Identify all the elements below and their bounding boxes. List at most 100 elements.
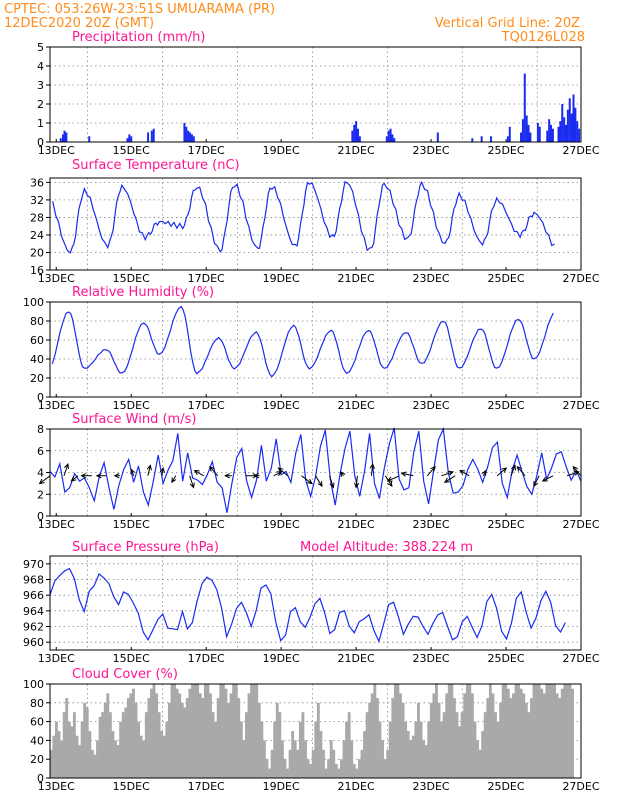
y-tick-label: 80 bbox=[30, 315, 44, 328]
y-tick-label: 80 bbox=[30, 697, 44, 710]
y-tick-label: 20 bbox=[30, 372, 44, 385]
wind-arrow bbox=[209, 465, 219, 477]
cloud-bar bbox=[514, 684, 518, 778]
precipitation-bar bbox=[353, 124, 356, 142]
cloud-bar bbox=[60, 740, 64, 778]
cloud-bar bbox=[414, 721, 418, 778]
x-tick-label: 21DEC bbox=[338, 780, 375, 793]
cloud-bar bbox=[334, 763, 338, 778]
cloud-bar bbox=[265, 759, 269, 778]
cloud-bar bbox=[191, 684, 194, 778]
y-tick-label: 100 bbox=[23, 296, 44, 309]
precipitation-bar bbox=[130, 136, 133, 142]
cloud-bar bbox=[211, 712, 215, 778]
cloud-bar bbox=[419, 721, 423, 778]
cloud-bar bbox=[129, 693, 133, 778]
y-tick-label: 100 bbox=[23, 678, 44, 691]
x-tick-label: 21DEC bbox=[338, 652, 375, 665]
y-tick-label: 964 bbox=[23, 605, 44, 618]
precipitation-bar bbox=[59, 138, 62, 142]
wind-arrow bbox=[253, 473, 260, 479]
cloud-bar bbox=[221, 684, 225, 778]
cloud-bar bbox=[571, 688, 574, 778]
cloud-plot: 0 20 40 60 80 100 13DEC 15DEC 17DEC 19DEC 21DEC 23D… bbox=[23, 678, 600, 793]
cloud-bar bbox=[306, 759, 310, 778]
cloud-bar bbox=[201, 698, 205, 778]
cloud-bar bbox=[75, 735, 79, 778]
cloud-bar bbox=[119, 721, 123, 778]
cloud-bar bbox=[183, 707, 187, 778]
cloud-bar bbox=[298, 721, 302, 778]
y-tick-label: 28 bbox=[30, 211, 44, 224]
model-altitude: Model Altitude: 388.224 m bbox=[300, 540, 473, 555]
cloud-bar bbox=[268, 768, 271, 778]
cloud-bar bbox=[411, 735, 415, 778]
precipitation-bar bbox=[65, 132, 68, 142]
wind-arrow bbox=[459, 470, 470, 477]
wind-arrow bbox=[113, 473, 120, 479]
cloud-bar bbox=[286, 768, 289, 778]
precipitation-bar bbox=[190, 134, 193, 142]
cloud-bar bbox=[509, 698, 513, 778]
cloud-bar bbox=[422, 740, 426, 778]
cloud-bar bbox=[170, 684, 174, 778]
cloud-bar bbox=[565, 684, 569, 778]
x-tick-label: 19DEC bbox=[263, 780, 300, 793]
cloud-bar bbox=[532, 684, 536, 778]
cloud-bar bbox=[547, 684, 551, 778]
cloud-bar bbox=[452, 698, 456, 778]
cloud-bar bbox=[203, 684, 207, 778]
x-tick-label: 17DEC bbox=[188, 272, 225, 285]
cloud-bar bbox=[188, 688, 192, 778]
pressure-title: Surface Pressure (hPa) bbox=[72, 540, 219, 555]
y-tick-label: 36 bbox=[30, 176, 44, 189]
wind-arrow bbox=[369, 462, 375, 476]
precipitation-bar bbox=[576, 121, 579, 142]
x-tick-label: 15DEC bbox=[113, 144, 150, 157]
cloud-bar bbox=[132, 688, 135, 778]
wind-arrow bbox=[277, 467, 288, 477]
y-tick-label: 4 bbox=[37, 467, 44, 480]
cloud-bar bbox=[437, 702, 441, 778]
plot-frame bbox=[49, 177, 582, 271]
cloud-bar bbox=[293, 740, 297, 778]
cloud-bar bbox=[124, 707, 128, 778]
y-tick-label: 16 bbox=[30, 264, 44, 277]
cloud-bar bbox=[280, 740, 284, 778]
cloud-bar bbox=[360, 749, 364, 778]
precipitation-bar bbox=[63, 130, 66, 142]
header-location: CPTEC: 053:26W-23:51S UMUARAMA (PR) bbox=[4, 2, 275, 17]
wind-arrow bbox=[301, 475, 313, 485]
cloud-bar bbox=[355, 768, 359, 778]
cloud-bar bbox=[232, 684, 236, 778]
wind-arrow bbox=[70, 475, 79, 482]
wind-arrow bbox=[189, 475, 195, 489]
panel-wind: Surface Wind (m/s) 0 2 4 6 8 13DEC 15DEC 17DEC 1… bbox=[37, 412, 600, 531]
x-tick-label: 25DEC bbox=[487, 272, 524, 285]
cloud-bar bbox=[157, 712, 161, 778]
cloud-bar bbox=[378, 721, 382, 778]
cloud-bar bbox=[245, 712, 248, 778]
cloud-bar bbox=[329, 740, 333, 778]
plot-frame bbox=[49, 301, 582, 398]
cloud-bar bbox=[322, 749, 325, 778]
wind-arrow bbox=[80, 473, 92, 479]
cloud-bar bbox=[357, 759, 361, 778]
precipitation-bar bbox=[351, 130, 354, 142]
precipitation-bar bbox=[385, 136, 388, 142]
header: CPTEC: 053:26W-23:51S UMUARAMA (PR) 12DE… bbox=[4, 2, 585, 45]
x-tick-label: 15DEC bbox=[113, 652, 150, 665]
cloud-bar bbox=[517, 684, 521, 778]
cloud-bar bbox=[445, 693, 449, 778]
y-tick-label: 0 bbox=[37, 136, 44, 149]
cloud-bar bbox=[103, 702, 107, 778]
precipitation-bar bbox=[508, 126, 511, 142]
cloud-bar bbox=[160, 731, 164, 778]
precipitation-bar bbox=[150, 130, 153, 142]
precipitation-bar bbox=[563, 117, 566, 142]
wind-arrow bbox=[159, 466, 165, 476]
cloud-bar bbox=[219, 684, 223, 778]
cloud-bar bbox=[478, 749, 482, 778]
cloud-bar bbox=[435, 684, 438, 778]
x-tick-label: 17DEC bbox=[188, 780, 225, 793]
